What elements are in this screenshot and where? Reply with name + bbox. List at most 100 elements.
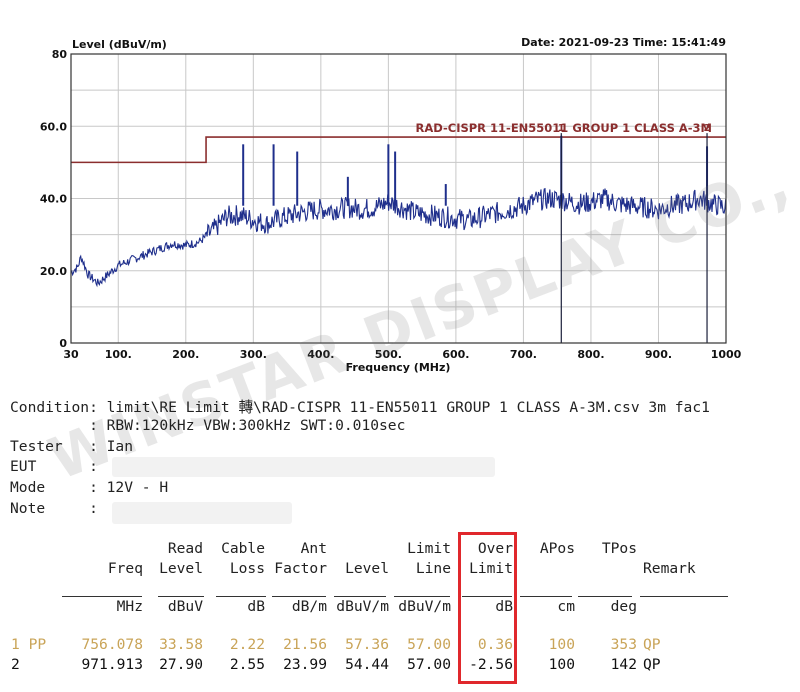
y-tick-label: 40.0	[40, 193, 67, 206]
limit-line-label: RAD-CISPR 11-EN55011 GROUP 1 CLASS A-3M	[415, 121, 712, 135]
condition-line: EUT :	[10, 458, 98, 475]
row2-limit: 57.00	[407, 655, 451, 673]
header-rule-level	[334, 596, 386, 597]
hdr2-c4: Factor	[274, 559, 327, 577]
condition-line: : RBW:120kHz VBW:300kHz SWT:0.010sec	[10, 417, 406, 434]
row2-read: 27.90	[159, 655, 203, 673]
timestamp: Date: 2021-09-23 Time: 15:41:49	[521, 36, 726, 49]
hdr1-c7: Over	[477, 539, 513, 557]
hdr2-c0	[8, 558, 62, 578]
plot-frame	[70, 53, 727, 344]
x-tick-label: 1000	[711, 348, 742, 361]
unit-c7: dB	[495, 597, 513, 615]
table-row: 1 PP 756.078 33.58 2.22 21.56 57.36 57.0…	[8, 634, 708, 654]
x-tick-label: 700.	[510, 348, 537, 361]
hdr2-c6: Line	[415, 559, 451, 577]
hdr1-c0	[8, 538, 62, 558]
row1-freq: 756.078	[81, 635, 143, 653]
unit-c10	[640, 596, 708, 616]
condition-line: Tester : Ian	[10, 438, 134, 455]
over-limit-highlight	[458, 532, 517, 684]
row1-remark: QP	[643, 635, 661, 653]
hdr1-c1	[62, 538, 146, 558]
row1-over: 0.36	[477, 635, 513, 653]
x-tick-label: 100.	[105, 348, 132, 361]
x-tick-label: 30	[63, 348, 79, 361]
emission-chart: Level (dBuV/m) Date: 2021-09-23 Time: 15…	[40, 36, 742, 374]
hdr1-c6: Limit	[407, 539, 451, 557]
hdr2-c10: Remark	[643, 559, 696, 577]
row1-apos: 100	[548, 635, 575, 653]
hdr1-c3: Cable	[221, 539, 265, 557]
hdr1-c8: APos	[539, 539, 575, 557]
x-tick-label: 500.	[375, 348, 402, 361]
hdr2-c8	[516, 558, 578, 578]
emission-trace	[70, 187, 727, 288]
unit-c3: dB	[247, 597, 265, 615]
y-tick-label: 0	[59, 337, 67, 350]
header-rule-remark	[640, 596, 728, 597]
header-rule-read	[158, 596, 204, 597]
y-tick-label: 60.0	[40, 120, 67, 133]
hdr1-c4: Ant	[300, 539, 327, 557]
header-rule-cable	[216, 596, 266, 597]
row2-ant: 23.99	[283, 655, 327, 673]
row2-apos: 100	[548, 655, 575, 673]
header-rule-limit	[394, 596, 450, 597]
row2-over: -2.56	[469, 655, 513, 673]
row1-ant: 21.56	[283, 635, 327, 653]
header-rule-tpos	[578, 596, 632, 597]
x-tick-label: 200.	[172, 348, 199, 361]
hdr1-c5	[330, 538, 392, 558]
row1-no: 1 PP	[11, 635, 47, 653]
x-tick-label: 900.	[645, 348, 672, 361]
unit-c4: dB/m	[291, 597, 327, 615]
marker-label: 2	[704, 123, 711, 134]
row2-remark: QP	[643, 655, 661, 673]
row1-tpos: 353	[610, 635, 637, 653]
row1-read: 33.58	[159, 635, 203, 653]
unit-c5: dBuV/m	[336, 597, 389, 615]
x-tick-label: 600.	[442, 348, 469, 361]
grid	[71, 54, 726, 343]
row2-freq: 971.913	[81, 655, 143, 673]
redacted-eut	[112, 457, 495, 477]
x-tick-label: 400.	[307, 348, 334, 361]
redacted-note	[112, 502, 292, 524]
header-rule-apos	[520, 596, 572, 597]
hdr2-c7: Limit	[469, 559, 513, 577]
unit-c9: deg	[610, 597, 637, 615]
row2-level: 54.44	[345, 655, 389, 673]
y-tick-label: 80	[52, 48, 68, 61]
row1-level: 57.36	[345, 635, 389, 653]
row2-no: 2	[11, 655, 20, 673]
limit-line	[71, 136, 726, 164]
row1-limit: 57.00	[407, 635, 451, 653]
x-axis-label: Frequency (MHz)	[346, 361, 451, 374]
condition-line: Condition: limit\RE Limit 轉\RAD-CISPR 11…	[10, 399, 710, 416]
hdr1-c9: TPos	[601, 539, 637, 557]
x-tick-label: 300.	[240, 348, 267, 361]
plot-area: RAD-CISPR 11-EN55011 GROUP 1 CLASS A-3M1…	[70, 121, 727, 343]
unit-c1: MHz	[116, 597, 143, 615]
unit-c8: cm	[557, 597, 575, 615]
x-tick-label: 800.	[577, 348, 604, 361]
units-row: MHz dBuV dB dB/m dBuV/m dBuV/m dB cm deg	[8, 596, 708, 616]
hdr1-c10	[640, 538, 708, 558]
axis-ticks: 30 100. 200. 300. 400. 500. 600. 700. 800. 900. 10…	[40, 48, 742, 361]
row2-cable: 2.55	[229, 655, 265, 673]
header-rule-freq	[62, 596, 142, 597]
hdr2-c1: Freq	[107, 559, 143, 577]
unit-c6: dBuV/m	[398, 597, 451, 615]
row1-cable: 2.22	[229, 635, 265, 653]
header-row-2: Freq Level Loss Factor Level Line Limit …	[8, 558, 708, 578]
hdr2-c2: Level	[159, 559, 203, 577]
marker-label: 1	[558, 123, 565, 134]
row2-tpos: 142	[610, 655, 637, 673]
table-row: 2 971.913 27.90 2.55 23.99 54.44 57.00 -…	[8, 654, 708, 674]
hdr2-c5: Level	[345, 559, 389, 577]
header-row-1: Read Cable Ant Limit Over APos TPos	[8, 538, 708, 558]
hdr2-c3: Loss	[229, 559, 265, 577]
unit-c2: dBuV	[167, 597, 203, 615]
header-rule-over	[462, 596, 512, 597]
